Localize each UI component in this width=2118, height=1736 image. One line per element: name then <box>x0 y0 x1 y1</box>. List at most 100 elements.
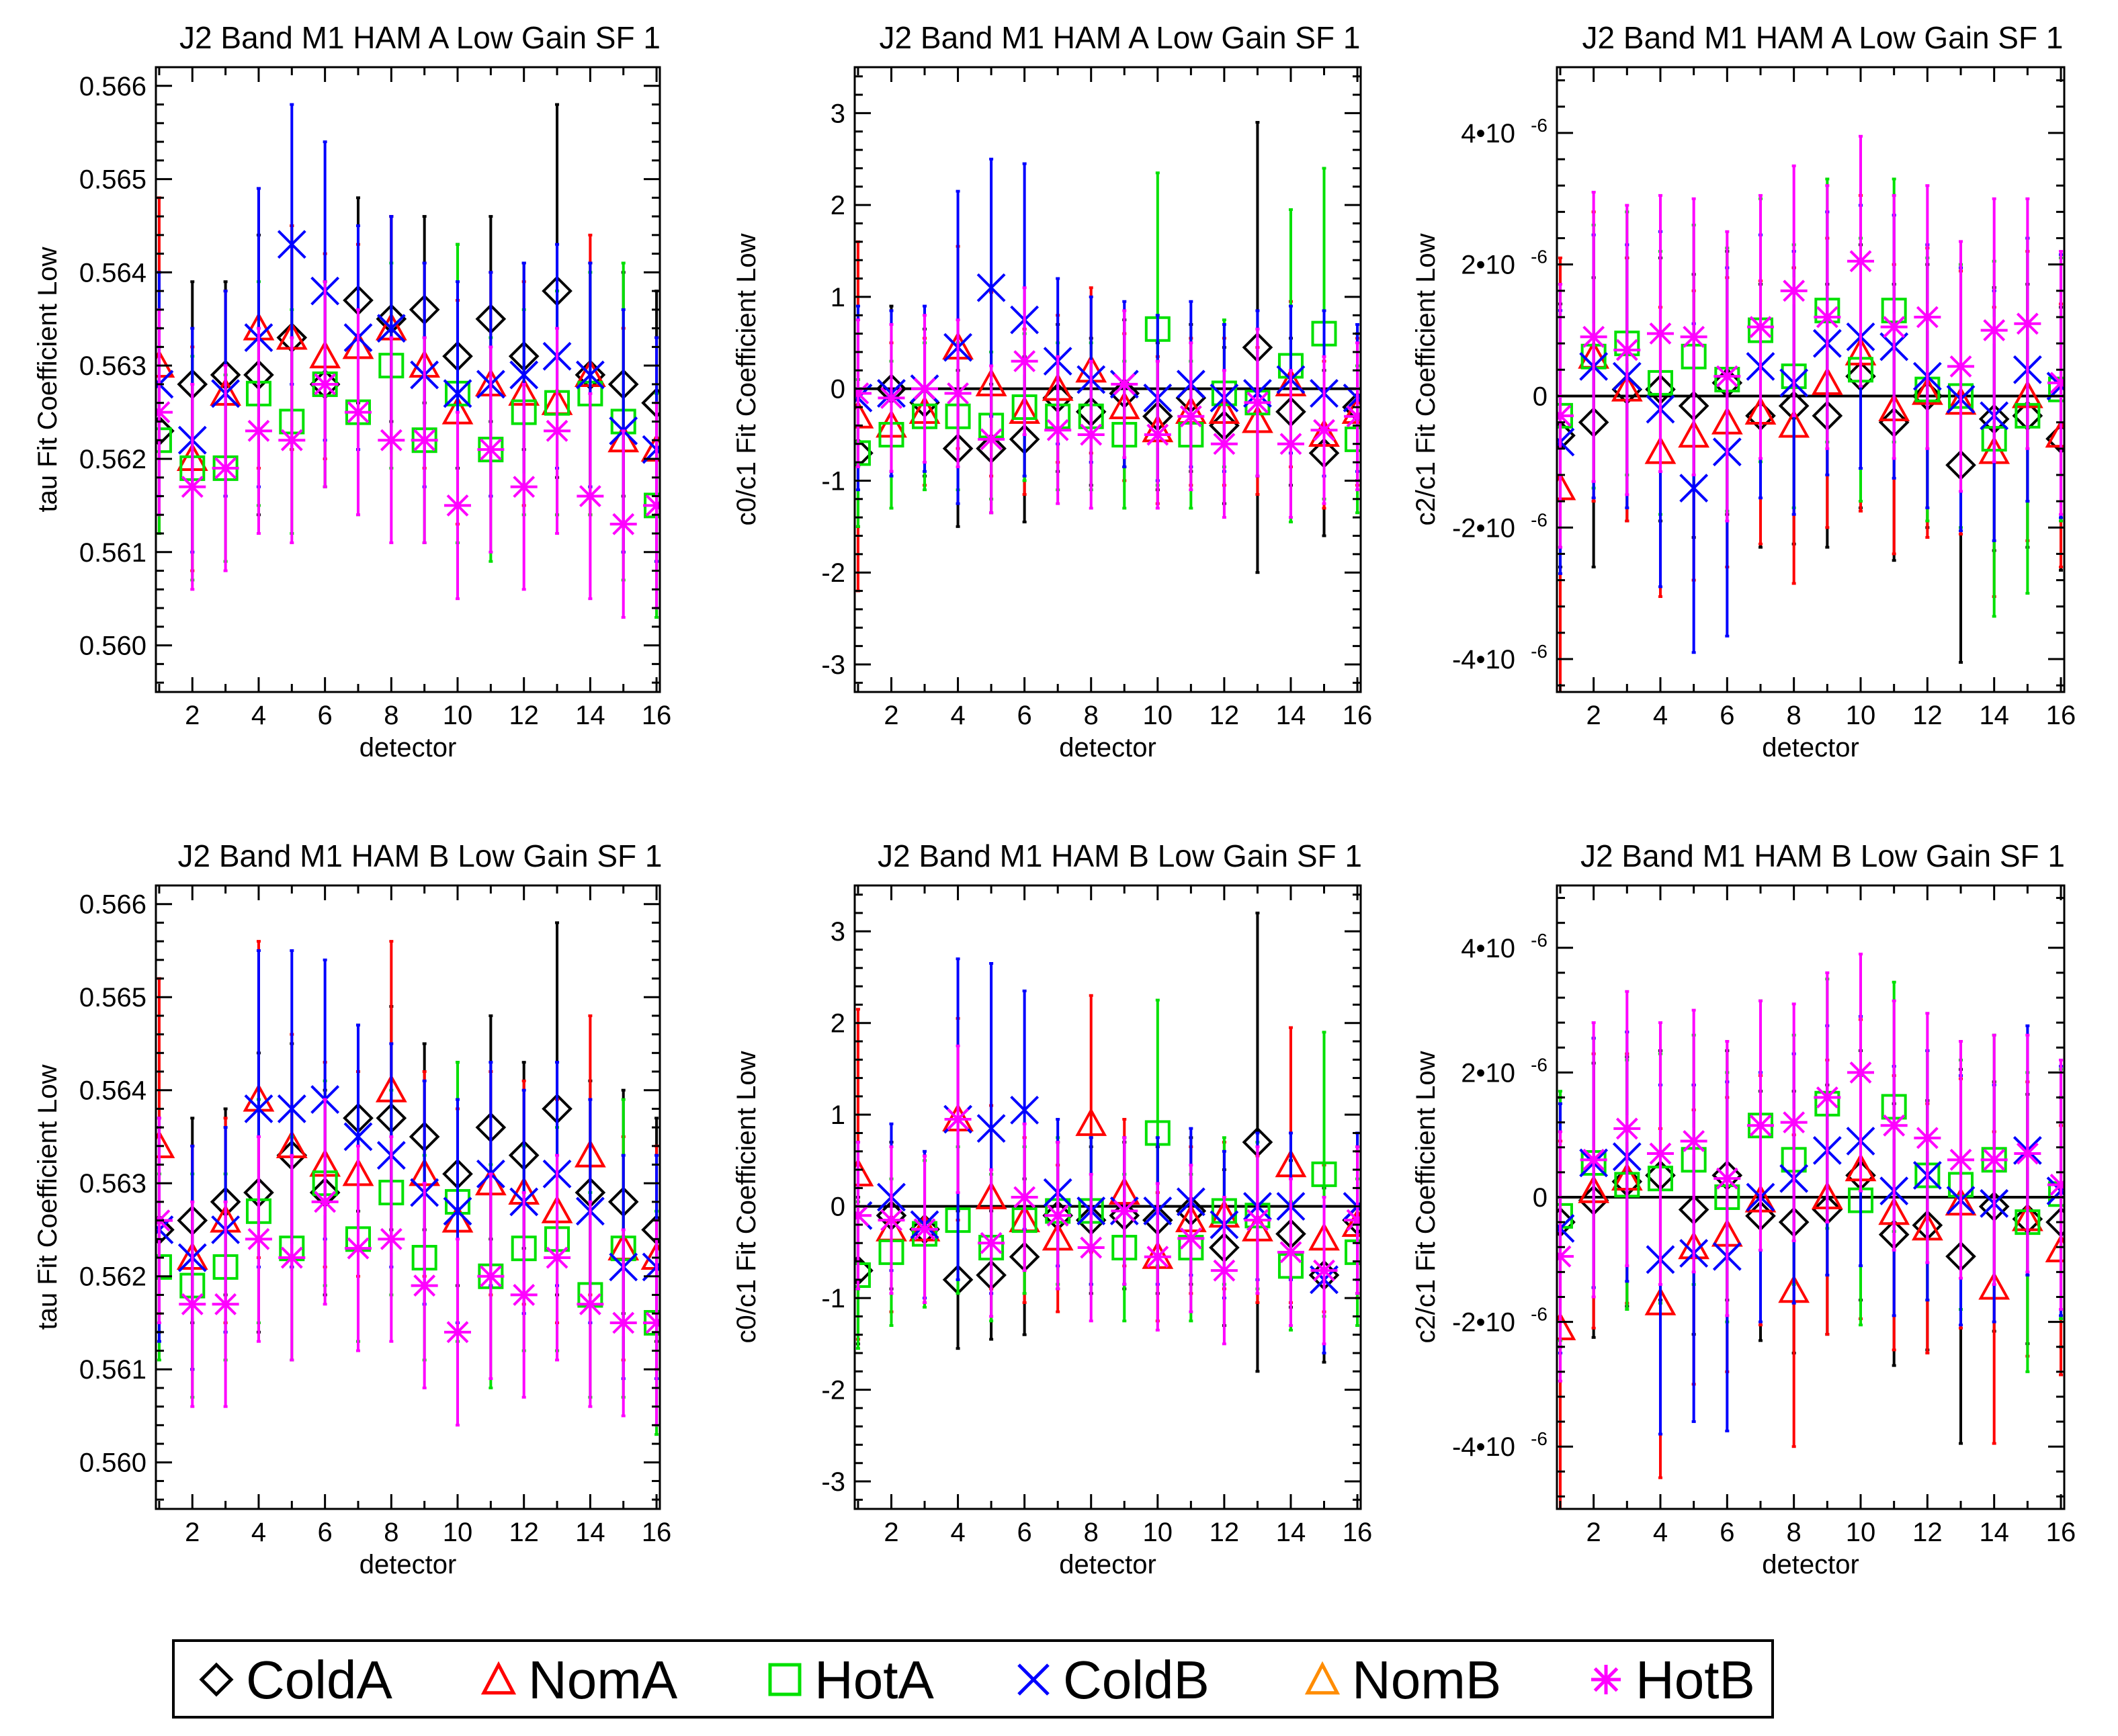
data-point <box>212 1291 239 1318</box>
data-point <box>1880 313 1908 341</box>
data-point <box>976 1114 1006 1143</box>
x-tick-label: 12 <box>509 1518 539 1547</box>
x-tick-label: 10 <box>1143 1518 1173 1547</box>
x-tick-label: 10 <box>1846 701 1876 730</box>
x-tick-label: 2 <box>1586 701 1601 730</box>
y-tick-label: 0.561 <box>79 1355 146 1385</box>
data-point <box>1746 1112 1774 1139</box>
y-tick-label: 0.562 <box>79 445 146 474</box>
plot-frame <box>853 884 1362 1510</box>
chart-panel-2: J2 Band M1 HAM A Low Gain SF 12 4 6 8 10 12 14… <box>732 20 1372 763</box>
x-tick-label: 2 <box>185 1518 200 1547</box>
data-point <box>2014 1140 2041 1168</box>
series-HotB <box>1557 953 2064 1383</box>
legend-item-NomA: NomA <box>480 1650 678 1710</box>
data-point <box>1011 347 1038 375</box>
data-point <box>1680 1127 1707 1155</box>
data-point <box>1310 417 1338 444</box>
data-point <box>1680 323 1707 351</box>
x-tick-label: 14 <box>1276 701 1306 730</box>
data-point <box>609 1309 637 1336</box>
y-tick-label: -3 <box>821 1467 845 1497</box>
x-tick-label: 16 <box>1343 701 1373 730</box>
x-tick-label: 4 <box>1653 1518 1668 1547</box>
data-point <box>544 1244 571 1272</box>
data-point <box>277 1094 306 1123</box>
data-point <box>477 1262 505 1290</box>
x-axis-label: detector <box>1762 1550 1859 1579</box>
data-point <box>1914 304 1941 331</box>
data-point <box>1880 1112 1908 1139</box>
x-tick-label: 10 <box>443 701 473 730</box>
y-tick-exponent: -6 <box>1531 1054 1548 1075</box>
x-tick-label: 12 <box>1210 701 1240 730</box>
y-tick-label: 3 <box>831 917 845 947</box>
y-tick-label: 2 <box>831 1009 845 1039</box>
y-tick-exponent: -6 <box>1531 1304 1548 1325</box>
data-point <box>411 427 438 454</box>
y-tick-label: 2•10 <box>1461 251 1515 280</box>
data-point <box>544 417 571 445</box>
x-tick-label: 16 <box>2046 701 2076 730</box>
data-point <box>911 375 939 402</box>
y-tick-exponent: -6 <box>1531 1428 1548 1449</box>
data-point <box>1244 1207 1271 1234</box>
legend-label: HotB <box>1636 1650 1755 1710</box>
x-axis-label: detector <box>359 1550 457 1579</box>
y-tick-label: 0 <box>831 1192 845 1222</box>
legend-marker <box>1017 1663 1050 1696</box>
data-point <box>1044 417 1072 444</box>
chart-title: J2 Band M1 HAM A Low Gain SF 1 <box>179 20 661 55</box>
y-tick-label: 3 <box>831 99 845 128</box>
x-tick-label: 6 <box>1720 701 1734 730</box>
plot-frame <box>853 66 1362 693</box>
y-tick-label: 0.566 <box>79 72 146 101</box>
data-point <box>1344 1207 1361 1234</box>
data-point <box>1814 1084 1841 1111</box>
data-point <box>179 1291 206 1318</box>
series-HotB <box>855 286 1361 519</box>
y-axis-label: c2/c1 Fit Coefficient Low <box>1411 233 1441 525</box>
x-tick-label: 10 <box>1846 1518 1876 1547</box>
legend-marker <box>768 1663 802 1696</box>
x-tick-label: 6 <box>1017 1518 1032 1547</box>
data-point <box>1177 1225 1205 1252</box>
x-tick-label: 4 <box>251 701 266 730</box>
data-point <box>944 380 972 407</box>
data-point <box>311 370 339 398</box>
y-tick-exponent: -6 <box>1531 930 1548 951</box>
data-point <box>477 436 505 464</box>
data-point <box>277 230 306 259</box>
data-point <box>245 1225 272 1253</box>
x-tick-label: 6 <box>1720 1518 1734 1547</box>
y-tick-label: 0.562 <box>79 1262 146 1292</box>
x-tick-label: 6 <box>318 701 333 730</box>
legend-marker <box>199 1662 234 1697</box>
y-tick-label: 0 <box>1533 1183 1548 1213</box>
legend-label: NomA <box>528 1650 678 1710</box>
x-tick-label: 2 <box>884 1518 898 1547</box>
data-point <box>1557 1243 1574 1270</box>
data-point <box>443 379 472 408</box>
data-point <box>212 454 239 482</box>
x-tick-label: 16 <box>1343 1518 1373 1547</box>
data-point <box>344 1235 372 1262</box>
x-axis-label: detector <box>359 733 457 763</box>
data-point <box>1947 353 1975 380</box>
x-axis-label: detector <box>1059 1550 1156 1579</box>
legend-item-HotA: HotA <box>768 1650 934 1710</box>
x-tick-label: 8 <box>1787 701 1802 730</box>
legend-item-ColdB: ColdB <box>1017 1650 1210 1710</box>
data-point <box>2047 369 2064 396</box>
x-tick-label: 8 <box>1787 1518 1802 1547</box>
y-tick-label: 0.564 <box>79 1076 146 1106</box>
data-area <box>855 121 1361 593</box>
x-tick-label: 6 <box>1017 701 1032 730</box>
legend-item-ColdA: ColdA <box>199 1650 393 1710</box>
data-point <box>944 1106 972 1133</box>
y-tick-exponent: -6 <box>1531 641 1548 662</box>
data-point <box>156 398 173 426</box>
y-tick-label: 1 <box>831 1100 845 1130</box>
data-point <box>1210 430 1238 458</box>
y-tick-label: 0.560 <box>79 1448 146 1478</box>
